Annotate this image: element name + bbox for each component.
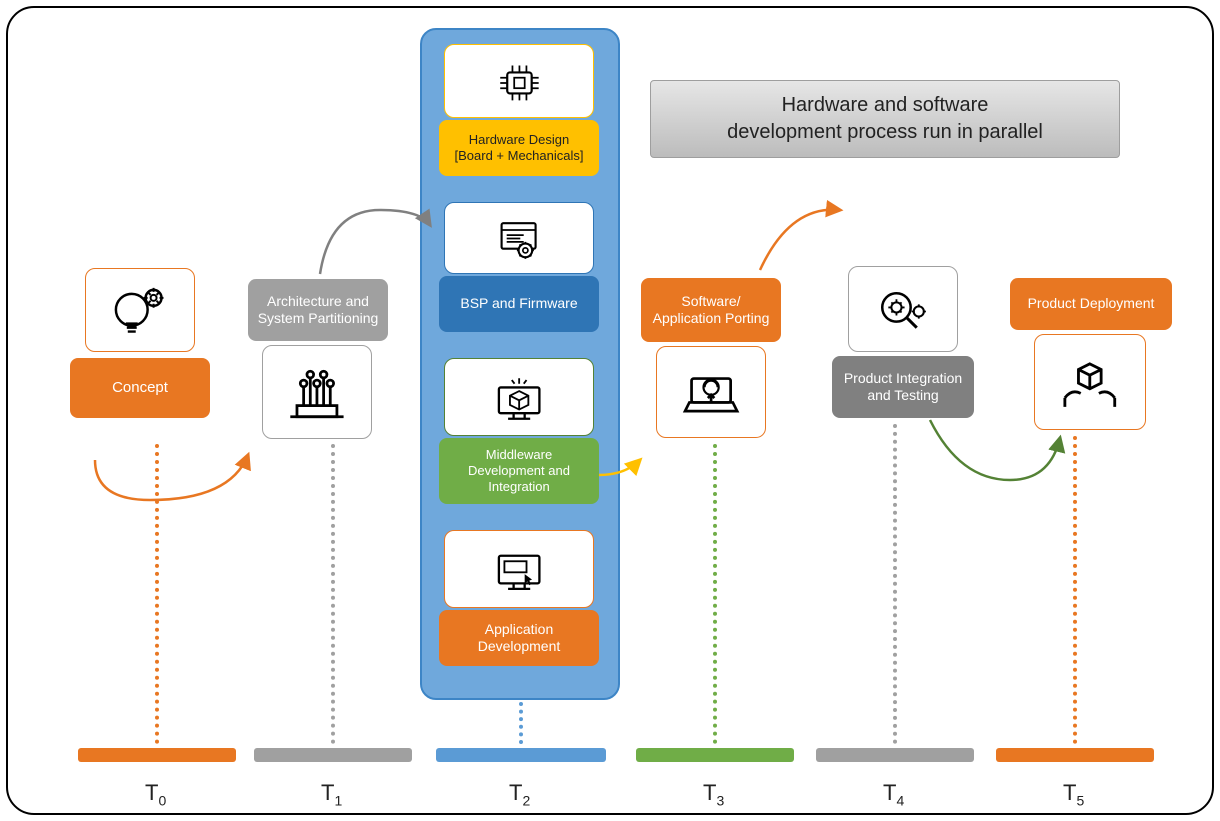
timeline-dash-T2 (519, 702, 523, 744)
timeline-bar-T3 (636, 748, 794, 762)
deployment-icon-box (1034, 334, 1146, 430)
timeline-dash-T0 (155, 444, 159, 744)
concept-label: Concept (70, 358, 210, 418)
monitor-cube-icon (486, 369, 552, 424)
monitor-app-icon (486, 541, 552, 596)
bsp-firmware-label: BSP and Firmware (439, 276, 599, 332)
diagram-title: Hardware and softwaredevelopment process… (650, 80, 1120, 158)
timeline-dash-T4 (893, 424, 897, 744)
timeline-bar-T0 (78, 748, 236, 762)
timeline-label-T2: T2 (509, 780, 530, 808)
architecture-icon-box (262, 345, 372, 439)
hardware-design-icon-box (444, 44, 594, 118)
porting-label: Software/Application Porting (641, 278, 781, 342)
lightbulb-gears-icon (104, 280, 175, 340)
bsp-firmware-icon-box (444, 202, 594, 274)
timeline-bar-T1 (254, 748, 412, 762)
integration-testing-label: Product Integrationand Testing (832, 356, 974, 418)
app-dev-label: ApplicationDevelopment (439, 610, 599, 666)
timeline-dash-T1 (331, 444, 335, 744)
timeline-label-T0: T0 (145, 780, 166, 808)
gear-window-icon (488, 213, 549, 264)
hardware-design-label: Hardware Design[Board + Mechanicals] (439, 120, 599, 176)
deployment-label: Product Deployment (1010, 278, 1172, 330)
timeline-bar-T5 (996, 748, 1154, 762)
middleware-icon-box (444, 358, 594, 436)
app-dev-icon-box (444, 530, 594, 608)
porting-icon-box (656, 346, 766, 438)
laptop-upload-icon (672, 359, 750, 424)
concept-icon-box (85, 268, 195, 352)
timeline-label-T4: T4 (883, 780, 904, 808)
timeline-dash-T3 (713, 444, 717, 744)
integration-testing-icon-box (848, 266, 958, 352)
timeline-label-T5: T5 (1063, 780, 1084, 808)
architecture-label: Architecture andSystem Partitioning (248, 279, 388, 341)
timeline-bar-T2 (436, 748, 606, 762)
hands-box-icon (1049, 348, 1131, 416)
timeline-label-T1: T1 (321, 780, 342, 808)
chip-icon (488, 55, 551, 107)
timeline-bar-T4 (816, 748, 974, 762)
middleware-label: MiddlewareDevelopment andIntegration (439, 438, 599, 504)
circuit-icon (277, 359, 357, 426)
timeline-label-T3: T3 (703, 780, 724, 808)
timeline-dash-T5 (1073, 436, 1077, 744)
magnifier-gear-icon (866, 279, 939, 340)
